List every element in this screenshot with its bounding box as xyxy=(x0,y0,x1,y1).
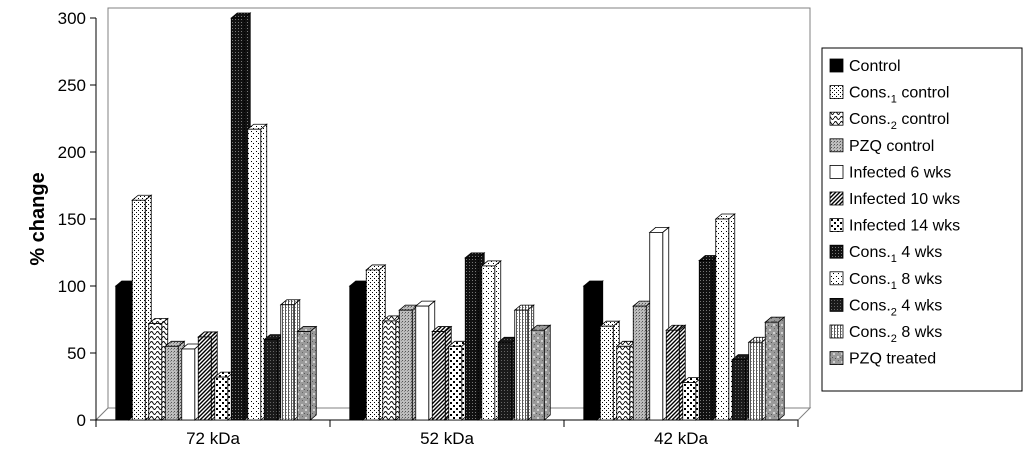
y-tick-label: 0 xyxy=(77,411,86,430)
bar-front xyxy=(296,331,311,421)
x-tick-label: 72 kDa xyxy=(186,429,240,448)
bar-side xyxy=(543,324,551,421)
legend-label: Cons.1 4 wks xyxy=(849,244,942,265)
bar xyxy=(147,317,169,421)
legend-label: Cons.2 control xyxy=(849,111,949,132)
bar-front xyxy=(497,341,512,421)
legend-label: Cons.2 8 wks xyxy=(849,324,942,345)
y-axis-title: % change xyxy=(27,172,49,265)
bar-front xyxy=(181,348,196,421)
legend-label: Cons.1 8 wks xyxy=(849,271,942,292)
legend-swatch xyxy=(829,271,844,286)
bar-front xyxy=(764,321,779,421)
plot-area: 0 50 100 150 200 250 300 % change 72 kDa 52 kDa 42… xyxy=(27,7,812,448)
bar-front xyxy=(382,320,397,421)
bar-side xyxy=(777,316,785,421)
bar xyxy=(530,324,552,421)
y-tick-label: 150 xyxy=(58,210,86,229)
legend-label: Cons.2 4 wks xyxy=(849,297,942,318)
legend-swatch xyxy=(829,191,844,206)
bar-front xyxy=(365,269,380,421)
legend-label: PZQ control xyxy=(849,138,934,155)
bar-front xyxy=(398,309,413,421)
legend-item: Cons.2 4 wks xyxy=(829,297,942,318)
bar-front xyxy=(263,339,278,421)
legend-label: Infected 10 wks xyxy=(849,191,960,208)
legend-swatch xyxy=(829,164,844,179)
legend-box xyxy=(821,47,1023,392)
bar-side xyxy=(309,325,317,421)
bar-front xyxy=(665,329,680,421)
legend-item: PZQ control xyxy=(829,138,934,155)
bar-front xyxy=(731,359,746,421)
legend-item: PZQ treated xyxy=(829,351,936,368)
legend-item: Infected 14 wks xyxy=(829,218,960,235)
legend-item: Cons.2 8 wks xyxy=(829,324,942,345)
bar-front xyxy=(214,376,229,421)
legend-swatch xyxy=(829,351,844,366)
legend-swatch xyxy=(829,138,844,153)
bar-front xyxy=(715,218,730,421)
bar-front xyxy=(530,329,545,421)
bar-front xyxy=(649,231,664,421)
y-tick-label: 100 xyxy=(58,277,86,296)
bar xyxy=(296,325,318,421)
bar-front xyxy=(280,304,295,421)
x-tick-label: 42 kDa xyxy=(654,429,708,448)
bar-front xyxy=(748,341,763,421)
bar-front xyxy=(682,382,697,421)
legend-label: Infected 6 wks xyxy=(849,164,951,181)
legend-label: PZQ treated xyxy=(849,351,936,368)
y-tick-label: 50 xyxy=(67,344,86,363)
legend-label: Control xyxy=(849,58,901,75)
bar xyxy=(615,340,637,421)
bar-front xyxy=(349,285,364,421)
y-tick-label: 300 xyxy=(58,9,86,28)
legend-item: Infected 6 wks xyxy=(829,164,951,181)
legend: Control Cons.1 control Cons.2 control PZQ c… xyxy=(821,47,1023,392)
bar-front xyxy=(431,331,446,421)
bar-front xyxy=(148,323,163,421)
bar-front xyxy=(583,285,598,421)
legend-item: Infected 10 wks xyxy=(829,191,960,208)
bar-front xyxy=(247,128,262,421)
bar-front xyxy=(481,265,496,421)
legend-item: Cons.1 4 wks xyxy=(829,244,942,265)
legend-swatch xyxy=(829,85,844,99)
legend-item: Cons.1 8 wks xyxy=(829,271,942,292)
x-tick-label: 52 kDa xyxy=(420,429,474,448)
legend-swatch xyxy=(829,244,844,259)
bar-front xyxy=(514,309,529,421)
legend-label: Infected 14 wks xyxy=(849,218,960,235)
legend-item: Control xyxy=(829,58,901,75)
bar-front xyxy=(164,345,179,421)
bar-front xyxy=(632,305,647,421)
bar-front xyxy=(599,325,614,421)
bar-front xyxy=(698,260,713,421)
bar xyxy=(764,316,786,421)
bar-front xyxy=(616,345,631,421)
legend-swatch xyxy=(829,111,844,126)
bar-front xyxy=(448,345,463,421)
legend-swatch xyxy=(829,324,844,339)
legend-label: Cons.1 control xyxy=(849,85,949,106)
legend-swatch xyxy=(829,58,844,73)
legend-item: Cons.1 control xyxy=(829,85,949,106)
bar-front xyxy=(197,336,212,421)
bar-front xyxy=(115,285,130,421)
bar-front xyxy=(415,305,430,421)
bar-front xyxy=(230,17,245,421)
y-tick-label: 200 xyxy=(58,143,86,162)
legend-item: Cons.2 control xyxy=(829,111,949,132)
legend-swatch xyxy=(829,297,844,312)
bar-front xyxy=(131,199,146,421)
bar-front xyxy=(464,257,479,421)
y-tick-label: 250 xyxy=(58,76,86,95)
bar xyxy=(431,325,453,421)
legend-swatch xyxy=(829,218,844,233)
